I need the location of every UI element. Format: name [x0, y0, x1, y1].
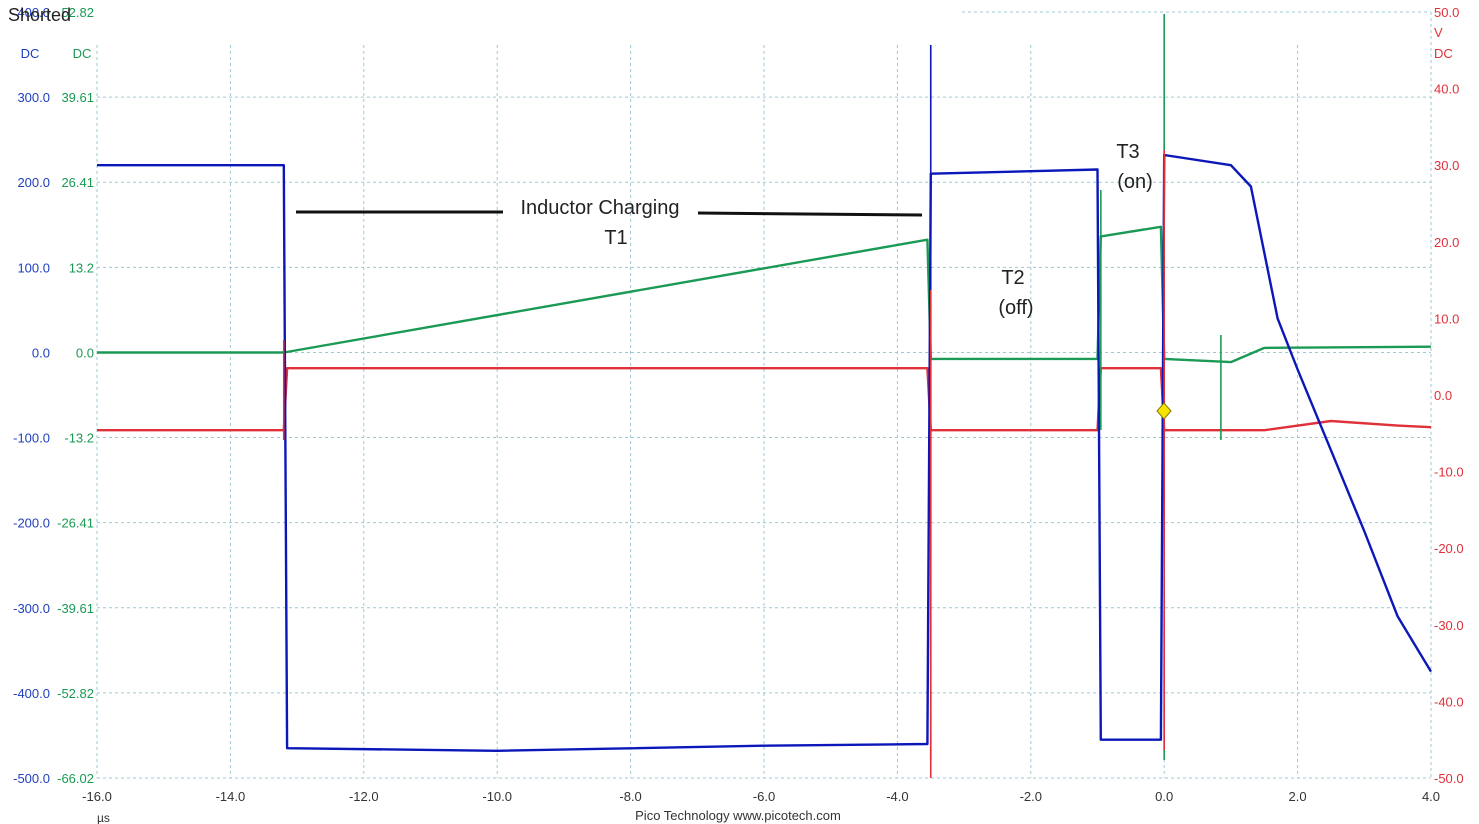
t2-label: T2: [1001, 267, 1024, 289]
x-tick-label: -10.0: [482, 789, 512, 804]
y-left-blue-tick: -300.0: [13, 601, 50, 616]
y-left-green-tick: -52.82: [57, 686, 94, 701]
grid: [96, 11, 1432, 779]
y-left-green-tick: -39.61: [57, 601, 94, 616]
x-tick-label: 0.0: [1155, 789, 1173, 804]
y-left-blue-tick: -400.0: [13, 686, 50, 701]
y-left-blue-tick: 200.0: [17, 175, 50, 190]
trace-blue: [97, 153, 1433, 752]
y-right-red-tick: 20.0: [1434, 235, 1459, 250]
y-right-red-tick: -30.0: [1434, 618, 1464, 633]
y-right-red-tick: -50.0: [1434, 771, 1464, 786]
chart-title: Shorted: [8, 5, 71, 25]
y-right-red-tick: -20.0: [1434, 541, 1464, 556]
inductor-label: Inductor Charging: [521, 197, 680, 219]
x-unit: µs: [97, 811, 110, 824]
y-left-green-tick: -26.41: [57, 516, 94, 531]
x-tick-label: -12.0: [349, 789, 379, 804]
y-right-red-tick: -10.0: [1434, 465, 1464, 480]
y-left-green-tick: -66.02: [57, 771, 94, 786]
y-left-green-tick: 26.41: [61, 175, 94, 190]
t1-label: T1: [604, 227, 627, 249]
inductor-bracket-right: [697, 211, 923, 217]
y-left-green-tick: 13.2: [69, 260, 94, 275]
red-coupling-label: DC: [1434, 46, 1453, 61]
blue-coupling-label: DC: [21, 46, 40, 61]
y-left-blue-tick: -500.0: [13, 771, 50, 786]
y-left-blue-tick: 0.0: [32, 345, 50, 360]
trigger-marker[interactable]: [1156, 402, 1172, 420]
x-tick-label: 2.0: [1289, 789, 1307, 804]
y-right-red-tick: 0.0: [1434, 388, 1452, 403]
y-left-green-tick: 39.61: [61, 90, 94, 105]
x-tick-label: -8.0: [619, 789, 641, 804]
y-left-blue-tick: -100.0: [13, 431, 50, 446]
green-coupling-label: DC: [73, 46, 92, 61]
x-tick-label: -2.0: [1020, 789, 1042, 804]
y-right-red-tick: 50.0: [1434, 5, 1459, 20]
t3-label: T3: [1116, 141, 1139, 163]
t3-sub-label: (on): [1117, 171, 1153, 193]
footer-brand: Pico Technology www.picotech.com: [635, 808, 841, 823]
x-tick-label: -4.0: [886, 789, 908, 804]
y-left-green-tick: 52.82: [61, 5, 94, 20]
y-left-blue-tick: 400.0: [17, 5, 50, 20]
traces: [97, 14, 1433, 778]
axis-labels: -16.0 -14.0 -12.0 -10.0 -8.0 -6.0 -4.0 -2.0 0.0 2…: [13, 5, 1464, 804]
x-tick-label: -14.0: [216, 789, 246, 804]
x-tick-label: -6.0: [753, 789, 775, 804]
y-left-blue-tick: -200.0: [13, 516, 50, 531]
t2-sub-label: (off): [998, 297, 1033, 319]
y-left-blue-tick: 100.0: [17, 260, 50, 275]
red-unit-label: V: [1434, 25, 1443, 40]
y-right-red-tick: 40.0: [1434, 82, 1459, 97]
y-left-green-tick: 0.0: [76, 345, 94, 360]
y-right-red-tick: 10.0: [1434, 311, 1459, 326]
y-right-red-tick: 30.0: [1434, 158, 1459, 173]
y-left-blue-tick: 300.0: [17, 90, 50, 105]
y-left-green-tick: -13.2: [64, 431, 94, 446]
y-right-red-tick: -40.0: [1434, 694, 1464, 709]
x-tick-label: -16.0: [82, 789, 112, 804]
x-tick-label: 4.0: [1422, 789, 1440, 804]
